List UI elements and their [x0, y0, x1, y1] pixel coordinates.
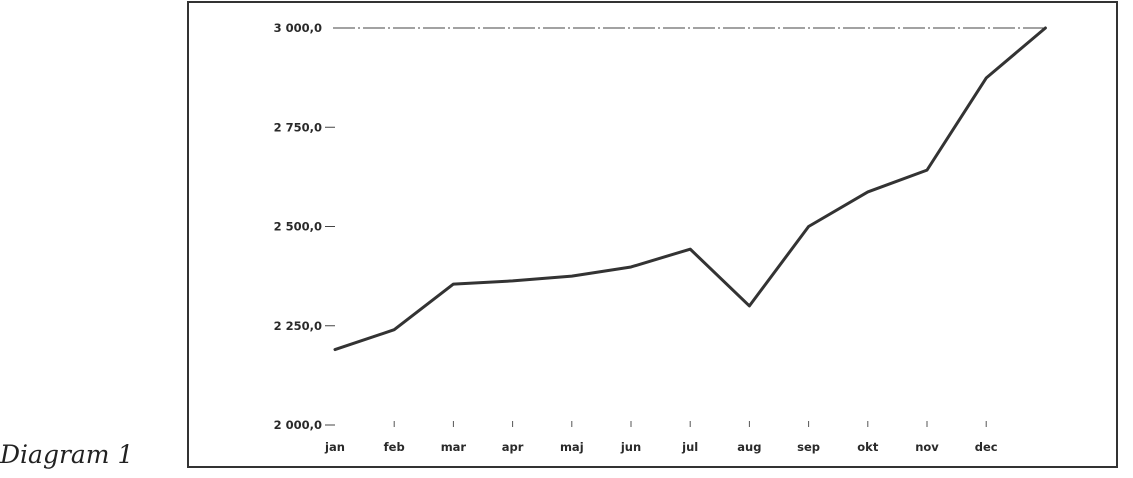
x-tick-label-jan: jan	[324, 440, 345, 454]
x-tick-label-okt: okt	[857, 440, 879, 454]
x-tick-label-dec: dec	[975, 440, 998, 454]
x-tick-label-aug: aug	[737, 440, 761, 454]
y-tick-label: 2 250,0	[274, 319, 322, 333]
x-tick-label-jul: jul	[681, 440, 698, 454]
series-line-0	[333, 26, 1047, 352]
diagram-caption: Diagram 1	[0, 440, 134, 469]
y-tick-label: 2 000,0	[274, 418, 322, 432]
x-tick-label-jun: jun	[620, 440, 641, 454]
chart-frame	[187, 1, 1118, 468]
x-tick-label-nov: nov	[915, 440, 939, 454]
x-tick-label-feb: feb	[384, 440, 405, 454]
x-tick-label-apr: apr	[502, 440, 524, 454]
y-tick-label: 3 000,0	[274, 21, 322, 35]
x-tick-label-maj: maj	[560, 440, 584, 454]
y-tick-label: 2 500,0	[274, 220, 322, 234]
y-tick-label: 2 750,0	[274, 120, 322, 134]
x-tick-label-sep: sep	[797, 440, 820, 454]
x-tick-label-mar: mar	[441, 440, 467, 454]
